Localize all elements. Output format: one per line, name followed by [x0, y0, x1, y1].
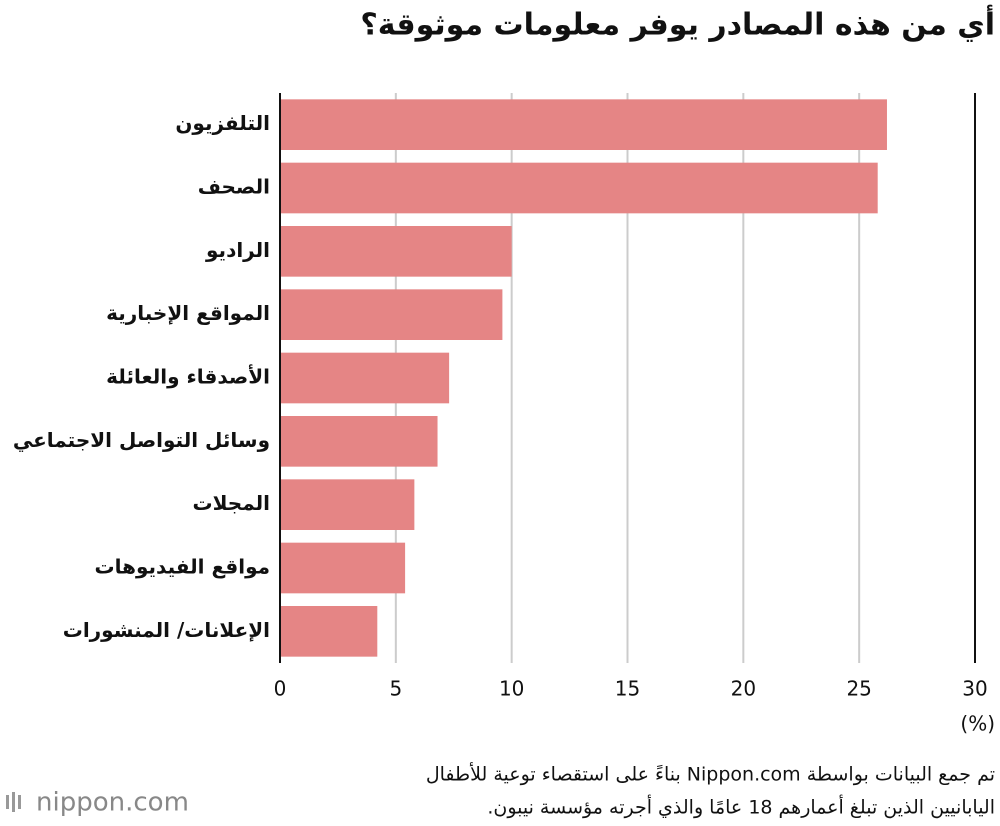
- y-tick-label: وسائل التواصل الاجتماعي: [13, 428, 270, 453]
- logo: nippon.com: [36, 788, 189, 818]
- bar: [280, 352, 450, 404]
- y-tick-label: الأصدقاء والعائلة: [106, 364, 270, 389]
- bar: [280, 416, 438, 467]
- y-tick-label: المجلات: [193, 491, 270, 515]
- y-tick-label: الإعلانات/ المنشورات: [63, 618, 270, 642]
- x-tick-label: 10: [499, 677, 524, 701]
- bar: [280, 606, 378, 657]
- note: اليابانيين الذين تبلغ أعمارهم 18 عامًا و…: [487, 795, 995, 819]
- y-tick-label: مواقع الفيديوهات: [95, 555, 271, 579]
- y-tick-label: المواقع الإخبارية: [106, 301, 270, 325]
- bar: [280, 479, 415, 530]
- y-tick-label: الراديو: [205, 238, 270, 262]
- bar: [280, 289, 503, 340]
- bar: [280, 99, 887, 150]
- logo-bar: [12, 792, 15, 812]
- x-tick-label: 20: [731, 677, 756, 701]
- y-tick-label: التلفزيون: [175, 111, 270, 135]
- x-tick-label: 5: [389, 677, 402, 701]
- x-axis-label: (%): [960, 712, 995, 736]
- x-tick-label: 25: [846, 677, 871, 701]
- chart-title: أي من هذه المصادر يوفر معلومات موثوقة؟: [360, 5, 995, 43]
- logo-icon: [6, 792, 21, 812]
- x-tick-label: 15: [615, 677, 640, 701]
- x-tick-label: 30: [962, 677, 987, 701]
- logo-bar: [6, 795, 9, 809]
- x-tick-label: 0: [274, 677, 287, 701]
- note: تم جمع البيانات بواسطة Nippon.com بناءً …: [426, 763, 995, 786]
- logo-bar: [18, 795, 21, 809]
- bar: [280, 162, 878, 214]
- bar: [280, 226, 512, 277]
- y-tick-label: الصحف: [198, 175, 270, 199]
- bar: [280, 542, 406, 594]
